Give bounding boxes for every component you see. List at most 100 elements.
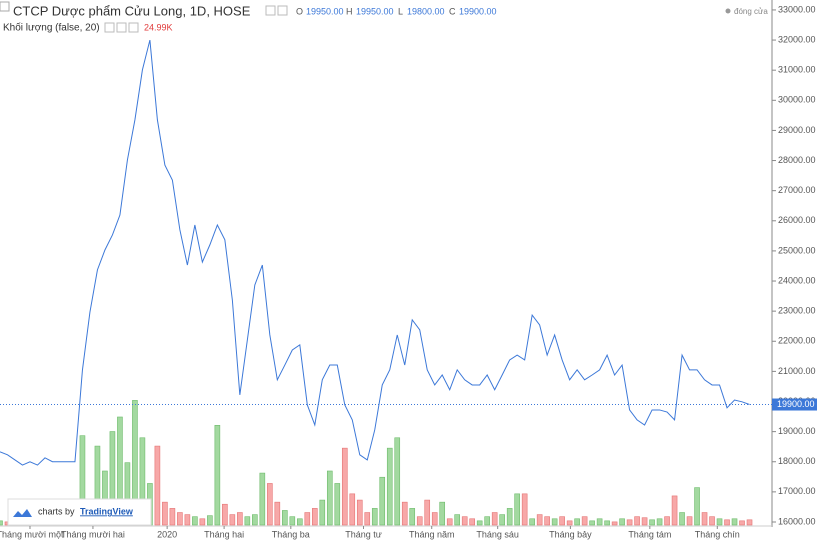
- x-tick-label: Tháng bảy: [549, 529, 592, 539]
- volume-bar: [341, 447, 348, 526]
- x-tick-label: Tháng mười một: [0, 529, 64, 539]
- branding-link[interactable]: TradingView: [80, 506, 134, 516]
- legend-marker: [725, 8, 731, 14]
- y-tick-label: 32000.00: [778, 34, 816, 44]
- volume-close[interactable]: [128, 22, 139, 33]
- y-tick-label: 26000.00: [778, 215, 816, 225]
- volume-bar: [424, 499, 431, 526]
- volume-bar: [184, 514, 191, 526]
- chart-title: CTCP Dược phẩm Cửu Long, 1D, HOSE: [13, 3, 251, 18]
- volume-bar: [304, 512, 311, 526]
- volume-bar: [401, 501, 408, 526]
- x-tick-label: Tháng tám: [628, 529, 671, 539]
- volume-bar: [229, 514, 236, 526]
- branding-box[interactable]: [7, 498, 152, 526]
- x-tick-label: Tháng chín: [695, 529, 740, 539]
- x-tick-label: Tháng tư: [345, 529, 382, 539]
- volume-bar: [214, 425, 221, 526]
- volume-bar: [566, 520, 573, 526]
- volume-bar: [192, 516, 198, 526]
- y-tick-label: 24000.00: [778, 275, 816, 285]
- volume-bar: [544, 516, 550, 526]
- low-label: L: [398, 6, 403, 16]
- volume-bar: [394, 437, 401, 526]
- close-value: 19900.00: [459, 6, 497, 16]
- volume-bar: [177, 512, 183, 526]
- volume-bar: [469, 518, 475, 526]
- volume-bar: [162, 501, 168, 526]
- volume-value: 24.99K: [144, 22, 173, 32]
- volume-bar: [709, 516, 715, 526]
- volume-bar: [199, 518, 206, 526]
- volume-bar: [611, 521, 618, 526]
- volume-bar: [454, 514, 461, 526]
- volume-bar: [731, 518, 738, 526]
- volume-bar: [446, 518, 453, 526]
- volume-bar: [671, 495, 678, 526]
- volume-bar: [664, 516, 670, 526]
- y-tick-label: 21000.00: [778, 366, 816, 376]
- x-tick-label: 2020: [157, 529, 177, 539]
- volume-bar: [679, 512, 685, 526]
- price-line: [0, 39, 750, 466]
- y-tick-label: 33000.00: [778, 4, 816, 14]
- volume-bar: [596, 518, 603, 526]
- y-tick-label: 16000.00: [778, 516, 816, 526]
- legend-label: đóng cửa: [734, 7, 768, 16]
- open-value: 19950.00: [306, 6, 344, 16]
- volume-bar: [499, 514, 505, 526]
- last-price-label: 19900.00: [777, 399, 815, 409]
- volume-bar: [514, 493, 520, 526]
- y-tick-label: 17000.00: [778, 486, 816, 496]
- y-tick-label: 29000.00: [778, 125, 816, 135]
- volume-hide[interactable]: [116, 22, 127, 33]
- x-tick-label: Tháng hai: [204, 529, 244, 539]
- volume-title: Khối lượng (false, 20): [3, 22, 100, 34]
- volume-bar: [326, 470, 333, 526]
- volume-bar: [521, 493, 528, 526]
- volume-bar: [536, 514, 543, 526]
- hide-button[interactable]: [277, 5, 288, 16]
- volume-bar: [334, 483, 341, 526]
- volume-bar: [716, 518, 723, 526]
- volume-bar: [356, 499, 363, 526]
- brand-logo: [13, 509, 32, 517]
- volume-bar: [207, 515, 213, 526]
- x-tick-label: Tháng mười hai: [61, 529, 125, 539]
- volume-bar: [559, 516, 565, 526]
- volume-bar: [252, 514, 258, 526]
- volume-bar: [724, 519, 730, 526]
- volume-bar: [604, 520, 610, 526]
- volume-bar: [416, 516, 423, 526]
- y-tick-label: 23000.00: [778, 306, 816, 316]
- volume-bar: [267, 483, 273, 526]
- volume-bar: [259, 472, 266, 526]
- volume-bar: [649, 519, 655, 526]
- volume-bar: [626, 519, 633, 526]
- volume-bar: [0, 520, 3, 526]
- volume-settings[interactable]: [104, 22, 115, 33]
- volume-bar: [746, 519, 753, 526]
- volume-bar: [154, 445, 161, 526]
- volume-bar: [641, 517, 648, 526]
- volume-bar: [409, 508, 416, 526]
- settings-button[interactable]: [265, 5, 276, 16]
- volume-bar: [431, 512, 438, 526]
- volume-bar: [386, 447, 393, 526]
- volume-bar: [244, 516, 251, 526]
- y-tick-label: 28000.00: [778, 155, 816, 165]
- volume-bar: [701, 512, 708, 526]
- volume-bar: [319, 499, 326, 526]
- volume-bar: [619, 518, 625, 526]
- volume-bar: [371, 508, 378, 526]
- volume-bar: [289, 516, 296, 526]
- x-tick-label: Tháng ba: [272, 529, 310, 539]
- volume-bar: [581, 516, 588, 526]
- volume-bar: [656, 518, 663, 526]
- y-tick-label: 25000.00: [778, 245, 816, 255]
- volume-bar: [237, 512, 243, 526]
- menu-icon[interactable]: [0, 1, 10, 12]
- volume-bar: [634, 516, 640, 526]
- y-tick-label: 27000.00: [778, 185, 816, 195]
